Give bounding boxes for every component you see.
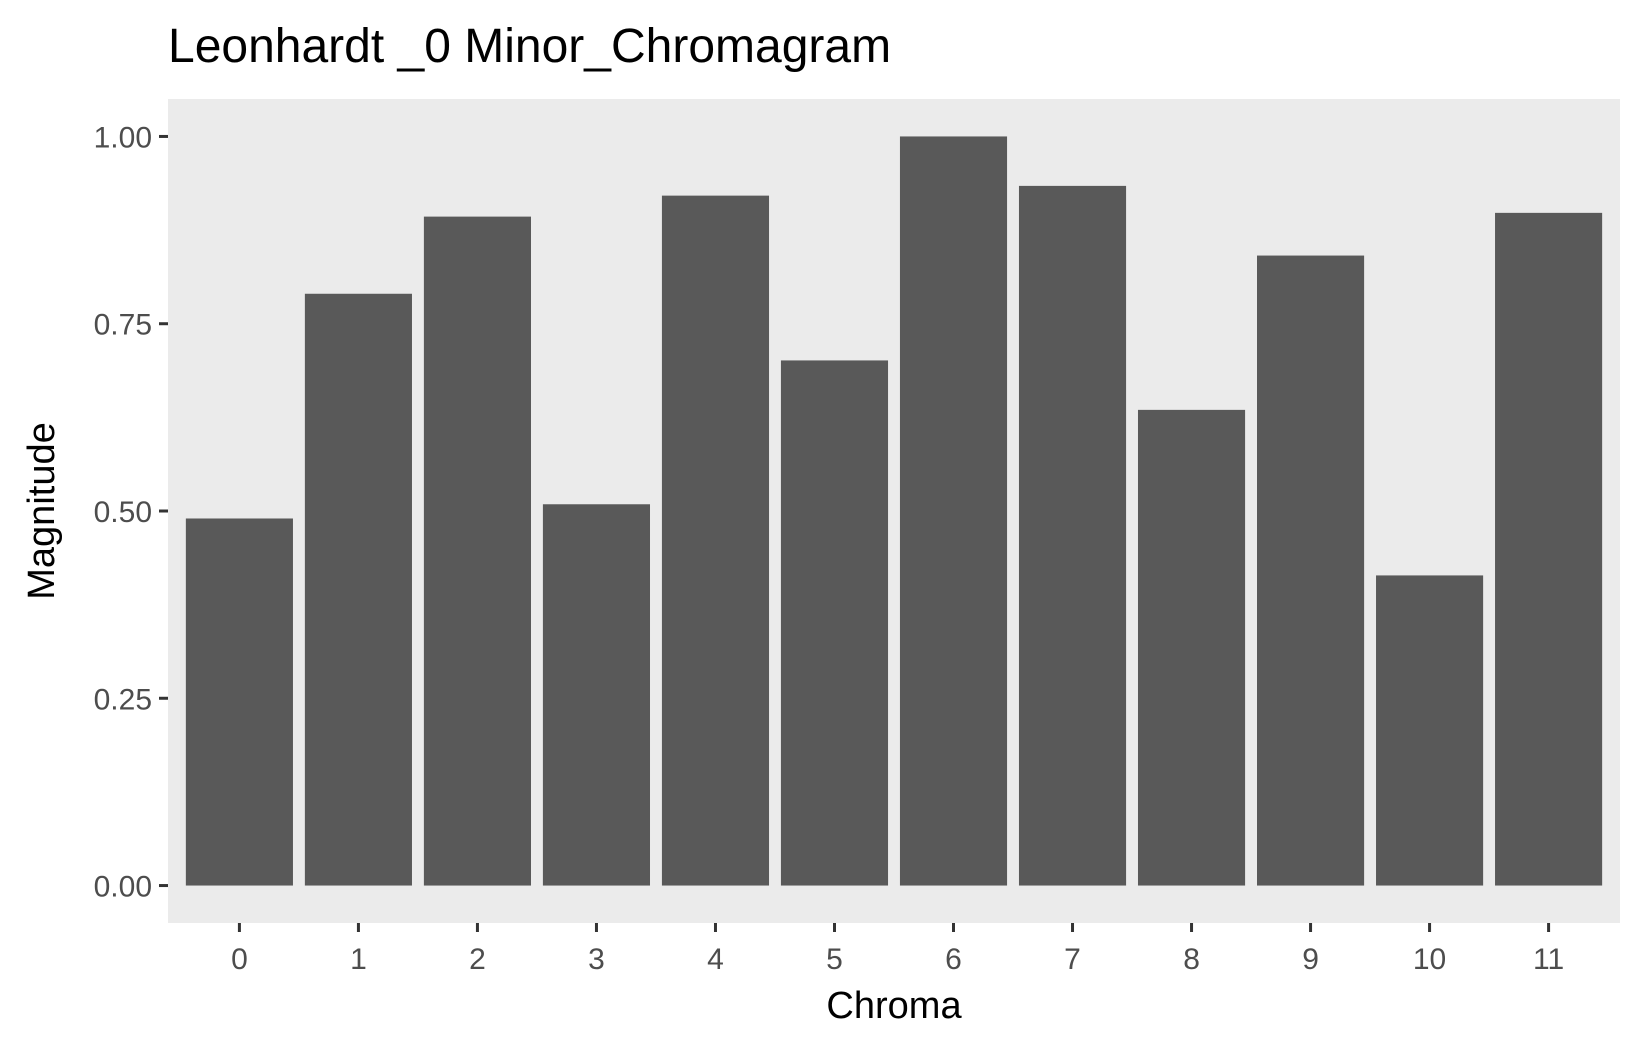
y-axis: 0.00 0.25 0.50 0.75 1.00 bbox=[94, 121, 168, 904]
bar-chroma-7 bbox=[1018, 185, 1127, 886]
bar-chroma-6 bbox=[899, 136, 1008, 886]
x-tick-label: 3 bbox=[588, 943, 605, 976]
x-tick-label: 9 bbox=[1302, 943, 1319, 976]
bar-chroma-11 bbox=[1495, 212, 1603, 886]
bar-chroma-5 bbox=[780, 360, 889, 886]
bar-chroma-8 bbox=[1137, 409, 1246, 886]
y-tick-label: 0.50 bbox=[94, 496, 152, 529]
x-tick-label: 5 bbox=[826, 943, 843, 976]
y-tick-label: 0.25 bbox=[94, 683, 152, 716]
bar-chroma-10 bbox=[1376, 575, 1484, 886]
x-tick-label: 7 bbox=[1064, 943, 1081, 976]
bar-chroma-3 bbox=[542, 504, 651, 886]
y-tick-label: 0.75 bbox=[94, 309, 152, 342]
x-tick-label: 10 bbox=[1413, 943, 1446, 976]
bar-chroma-2 bbox=[423, 216, 531, 886]
x-axis-title: Chroma bbox=[826, 985, 962, 1027]
x-tick-label: 1 bbox=[350, 943, 367, 976]
y-tick-label: 0.00 bbox=[94, 871, 152, 904]
x-tick-label: 0 bbox=[231, 943, 248, 976]
x-tick-label: 2 bbox=[469, 943, 486, 976]
y-axis-title: Magnitude bbox=[21, 422, 63, 599]
bar-chroma-4 bbox=[661, 195, 770, 886]
y-tick-label: 1.00 bbox=[94, 121, 152, 154]
chart-title: Leonhardt _0 Minor_Chromagram bbox=[168, 20, 891, 73]
bars-group bbox=[185, 136, 1603, 886]
x-tick-label: 6 bbox=[945, 943, 962, 976]
x-tick-label: 4 bbox=[707, 943, 724, 976]
x-tick-label: 8 bbox=[1183, 943, 1200, 976]
x-axis: 0 1 2 3 4 5 6 7 8 9 10 11 bbox=[231, 923, 1564, 976]
bar-chroma-9 bbox=[1257, 255, 1365, 886]
bar-chroma-0 bbox=[185, 518, 293, 886]
x-tick-label: 11 bbox=[1533, 943, 1564, 976]
bar-chroma-1 bbox=[304, 293, 412, 886]
